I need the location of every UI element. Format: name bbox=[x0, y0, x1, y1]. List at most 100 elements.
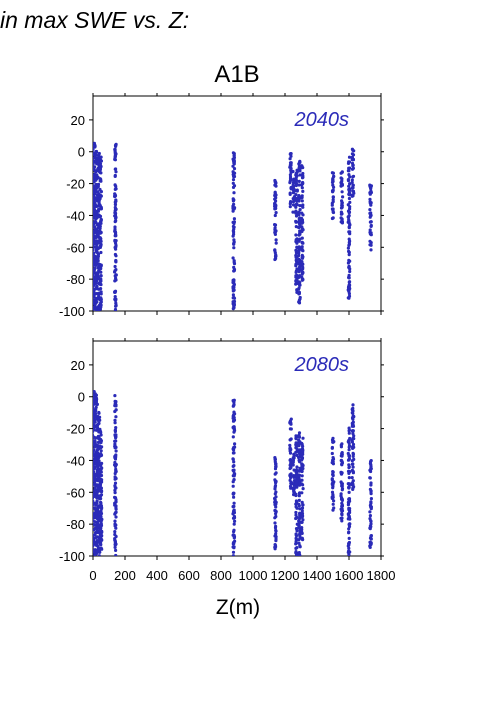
data-point bbox=[94, 217, 98, 221]
data-point bbox=[114, 167, 118, 171]
data-point bbox=[300, 500, 304, 504]
data-point bbox=[294, 183, 298, 188]
data-point bbox=[93, 307, 95, 311]
data-point bbox=[93, 141, 96, 145]
x-tick-label: 200 bbox=[114, 568, 136, 583]
data-point bbox=[347, 485, 351, 490]
data-point bbox=[331, 216, 335, 220]
data-point bbox=[297, 518, 301, 522]
data-point bbox=[231, 510, 236, 514]
data-point bbox=[298, 507, 302, 511]
data-point bbox=[99, 470, 103, 474]
data-point bbox=[273, 183, 277, 187]
data-point bbox=[297, 183, 301, 187]
data-point bbox=[93, 470, 96, 474]
panel-2040s: 20 0 -20 -40 -60 -80 -100 2040s bbox=[59, 93, 384, 319]
data-point bbox=[368, 239, 372, 243]
x-tick-label: 1600 bbox=[335, 568, 364, 583]
data-point bbox=[95, 515, 99, 519]
data-point bbox=[98, 415, 102, 419]
data-point bbox=[93, 548, 97, 552]
data-point bbox=[294, 533, 298, 537]
data-point bbox=[347, 522, 352, 526]
data-point bbox=[99, 179, 103, 183]
data-point bbox=[113, 202, 117, 206]
x-tick-label: 1400 bbox=[303, 568, 332, 583]
data-point bbox=[330, 495, 334, 499]
data-point bbox=[295, 479, 299, 483]
data-point bbox=[294, 551, 298, 555]
data-point bbox=[297, 291, 301, 296]
y-tick-label: 20 bbox=[71, 113, 85, 128]
data-point bbox=[295, 529, 299, 533]
data-point bbox=[297, 213, 301, 217]
data-point bbox=[340, 203, 344, 208]
data-point bbox=[369, 497, 373, 501]
data-point bbox=[113, 194, 117, 198]
data-point bbox=[113, 491, 117, 495]
data-point bbox=[294, 196, 298, 200]
data-point bbox=[273, 516, 277, 520]
data-point bbox=[113, 227, 117, 231]
data-point bbox=[93, 289, 96, 293]
data-point bbox=[98, 187, 102, 192]
data-point bbox=[331, 210, 335, 214]
data-point bbox=[291, 188, 296, 192]
data-point bbox=[113, 484, 117, 488]
data-point bbox=[98, 263, 102, 267]
data-point bbox=[295, 174, 299, 178]
data-point bbox=[298, 208, 302, 212]
data-point bbox=[274, 253, 278, 257]
data-point bbox=[113, 429, 117, 434]
data-point bbox=[340, 498, 344, 502]
data-point bbox=[232, 495, 236, 499]
data-point bbox=[273, 521, 277, 525]
data-point bbox=[351, 487, 355, 491]
data-point bbox=[100, 466, 104, 470]
data-point bbox=[93, 442, 96, 446]
data-point bbox=[231, 484, 235, 488]
data-point bbox=[113, 290, 117, 294]
data-point bbox=[98, 166, 102, 170]
data-point bbox=[297, 551, 301, 555]
data-point bbox=[99, 171, 103, 175]
data-point bbox=[93, 415, 97, 419]
data-point bbox=[330, 171, 334, 175]
data-point bbox=[368, 200, 372, 204]
data-point bbox=[113, 409, 117, 414]
data-point bbox=[369, 492, 373, 496]
data-point bbox=[98, 244, 102, 248]
data-point bbox=[340, 220, 344, 224]
data-point bbox=[347, 546, 351, 551]
data-point bbox=[369, 459, 373, 463]
data-point bbox=[94, 405, 98, 409]
data-point bbox=[114, 449, 118, 453]
data-point bbox=[98, 177, 102, 181]
data-point bbox=[113, 205, 117, 210]
data-point bbox=[346, 285, 351, 290]
data-point bbox=[114, 553, 118, 556]
data-point bbox=[99, 486, 103, 490]
data-point bbox=[99, 453, 104, 457]
data-point bbox=[232, 460, 236, 464]
data-point bbox=[114, 415, 118, 419]
data-point bbox=[113, 187, 117, 191]
data-point bbox=[113, 157, 117, 161]
data-point bbox=[348, 200, 352, 204]
data-point bbox=[231, 178, 236, 182]
data-point bbox=[288, 451, 293, 455]
data-point bbox=[330, 461, 334, 465]
data-point bbox=[294, 211, 298, 215]
data-point bbox=[93, 538, 95, 542]
data-point bbox=[100, 506, 104, 510]
data-point bbox=[98, 163, 102, 167]
data-point bbox=[273, 509, 277, 513]
data-point bbox=[369, 233, 373, 237]
data-point bbox=[294, 542, 298, 546]
data-point bbox=[340, 170, 344, 174]
data-point bbox=[340, 190, 344, 194]
data-point bbox=[232, 202, 236, 206]
data-point bbox=[114, 548, 118, 553]
data-point bbox=[297, 442, 301, 446]
data-point bbox=[273, 178, 277, 183]
